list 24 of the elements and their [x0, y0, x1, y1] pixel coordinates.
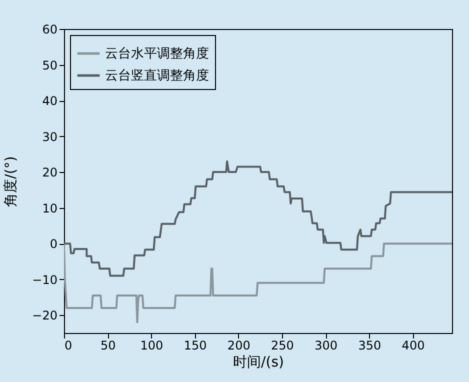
- y-tick-label: −20: [32, 308, 58, 323]
- y-tick-label: 40: [42, 94, 58, 108]
- y-tick-label: 50: [42, 58, 58, 72]
- x-tick-label: 50: [100, 338, 116, 352]
- x-tick-label: 300: [314, 338, 338, 352]
- line-series: [64, 160, 452, 277]
- legend-label: 云台竖直调整角度: [105, 68, 209, 84]
- y-tick-label: 30: [42, 130, 58, 144]
- x-tick-label: 250: [271, 338, 294, 352]
- x-tick-label: 200: [227, 338, 250, 352]
- legend-label: 云台水平调整角度: [105, 46, 209, 62]
- y-tick-label: −10: [32, 272, 58, 287]
- x-tick-label: 400: [402, 338, 425, 352]
- y-tick-label: 60: [42, 22, 58, 36]
- x-tick-label: 100: [140, 338, 164, 352]
- y-tick-label: 20: [42, 166, 58, 180]
- y-tick-label: 10: [42, 201, 58, 216]
- x-tick-label: 0: [64, 338, 72, 352]
- x-tick-label: 150: [184, 338, 207, 352]
- x-tick-label: 350: [358, 338, 382, 352]
- y-axis-title: 角度/(°): [3, 156, 20, 207]
- x-axis-title: 时间/(s): [233, 354, 284, 370]
- line-series: [64, 242, 452, 324]
- y-tick-label: 0: [50, 237, 58, 252]
